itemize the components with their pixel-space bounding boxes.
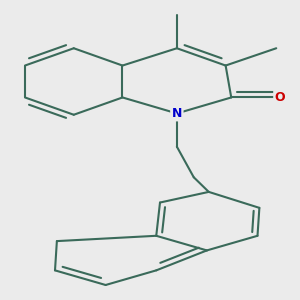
Text: O: O (275, 91, 285, 104)
Text: N: N (172, 107, 182, 120)
